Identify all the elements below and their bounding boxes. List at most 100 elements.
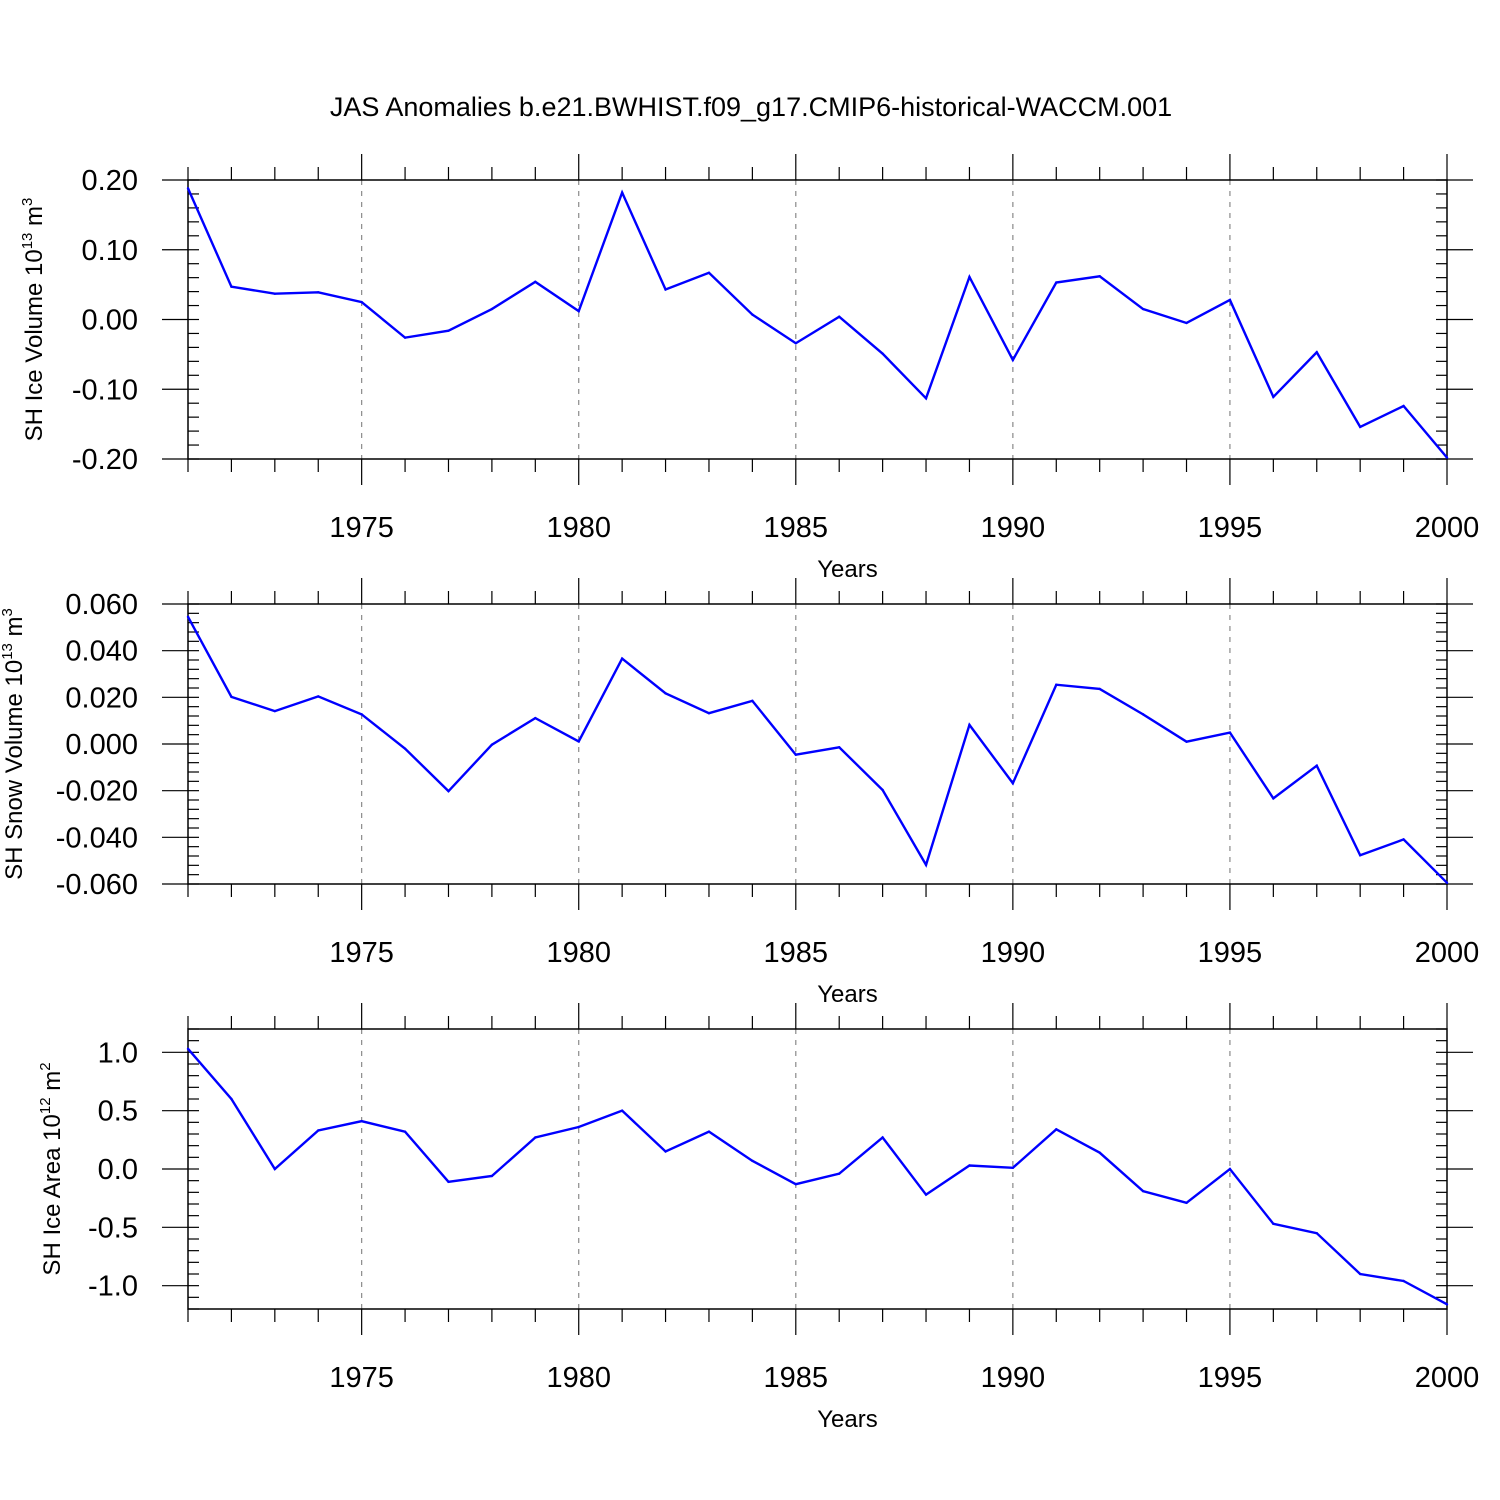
series-line (186, 187, 1448, 459)
data-point (1011, 1166, 1015, 1170)
x-tick-label: 1995 (1198, 512, 1263, 544)
data-point (1011, 782, 1015, 785)
x-tick-label: 1975 (329, 937, 394, 969)
data-point (490, 1174, 494, 1178)
data-point (707, 712, 711, 715)
data-point (1055, 683, 1058, 686)
data-point (447, 329, 450, 332)
figure-title: JAS Anomalies b.e21.BWHIST.f09_g17.CMIP6… (330, 92, 1172, 122)
data-point (403, 1130, 407, 1133)
y-axis-title-unit-exp: 2 (37, 1062, 54, 1070)
data-point (707, 1130, 711, 1133)
data-point (924, 397, 928, 400)
y-tick-label: -1.0 (88, 1271, 138, 1303)
data-point (924, 863, 928, 867)
y-axis-title: SH Ice Volume 1013 m3 (19, 198, 48, 442)
data-point (1402, 838, 1405, 841)
x-tick-label: 1980 (546, 1362, 611, 1394)
data-point (1185, 1201, 1188, 1205)
data-point (1358, 854, 1362, 857)
x-tick-label: 2000 (1415, 937, 1480, 969)
y-tick-label: 0.060 (65, 589, 138, 621)
y-axis-title: SH Ice Area 1012 m2 (37, 1062, 66, 1275)
y-axis-title-exp: 13 (19, 233, 36, 250)
data-point (751, 313, 754, 316)
x-axis-title: Years (817, 1406, 878, 1433)
data-point (1402, 404, 1405, 408)
y-axis-title-main: SH Ice Area 10 (39, 1114, 66, 1275)
y-tick-label: 0.040 (65, 636, 138, 668)
data-point (1402, 1279, 1405, 1283)
x-tick-label: 1990 (981, 1362, 1046, 1394)
data-point (230, 695, 233, 699)
data-point (447, 789, 450, 793)
data-point (794, 342, 797, 345)
y-tick-label: 0.10 (82, 235, 138, 267)
data-point (924, 1193, 928, 1196)
data-point (577, 1125, 580, 1129)
data-point (230, 285, 233, 288)
x-tick-label: 1975 (329, 512, 394, 544)
y-tick-label: 0.0 (98, 1154, 138, 1186)
data-point (1445, 881, 1449, 885)
x-tick-label: 1995 (1198, 937, 1263, 969)
data-point (1098, 687, 1101, 691)
data-point (186, 187, 190, 190)
data-point (1228, 731, 1232, 734)
data-point (534, 280, 537, 284)
series-line (187, 1048, 1448, 1306)
data-point (1315, 764, 1318, 767)
data-point (881, 1136, 884, 1139)
data-point (1185, 321, 1188, 325)
data-point (534, 1136, 537, 1139)
data-point (1272, 395, 1275, 399)
data-point (1272, 797, 1275, 800)
data-point (360, 713, 363, 716)
data-point (1358, 425, 1362, 429)
data-point (620, 191, 624, 194)
data-point (664, 288, 667, 291)
data-point (577, 309, 580, 313)
data-point (1185, 740, 1188, 743)
y-axis-title-unit: m (21, 206, 48, 233)
data-point (968, 275, 971, 279)
data-point (577, 740, 580, 743)
y-axis-title: SH Snow Volume 1013 m3 (0, 608, 28, 880)
data-point (838, 1172, 841, 1175)
y-axis-title-main: SH Ice Volume 10 (21, 249, 48, 441)
x-tick-label: 2000 (1415, 512, 1480, 544)
x-tick-label: 2000 (1415, 1362, 1480, 1394)
data-point (1315, 1231, 1318, 1235)
x-tick-label: 1980 (546, 512, 611, 544)
data-point (881, 352, 884, 355)
data-point (794, 1182, 797, 1186)
data-point (751, 699, 754, 703)
y-axis-title-exp: 12 (37, 1097, 54, 1114)
data-point (317, 695, 320, 698)
data-point (1141, 307, 1145, 311)
x-tick-label: 1990 (981, 937, 1046, 969)
x-tick-label: 1985 (764, 512, 829, 544)
data-point (317, 291, 320, 294)
y-tick-label: 0.5 (98, 1096, 138, 1128)
y-axis-title-unit: m (1, 616, 28, 643)
data-point (1098, 1151, 1101, 1154)
y-tick-label: -0.20 (72, 444, 138, 476)
data-point (707, 271, 711, 274)
data-point (881, 788, 884, 792)
x-tick-label: 1980 (546, 937, 611, 969)
data-point (1445, 1303, 1449, 1306)
y-tick-label: 0.00 (82, 305, 138, 337)
y-tick-label: -0.5 (88, 1212, 138, 1244)
y-tick-label: 0.000 (65, 729, 138, 761)
data-point (751, 1159, 754, 1163)
plot-frame (187, 603, 1448, 885)
data-point (1141, 713, 1145, 716)
data-point (1228, 298, 1232, 302)
chart-panel-1: 1975 1980 1985 1990 1995 2000 Years 0.20 0.10 0.0… (19, 154, 1479, 583)
data-point (968, 1164, 971, 1167)
y-tick-label: -0.040 (56, 822, 138, 854)
chart-panel-3: 1975 1980 1985 1990 1995 2000 Years 1.0 0.5 0.0 -0… (37, 1003, 1479, 1433)
data-point (1055, 1128, 1058, 1131)
